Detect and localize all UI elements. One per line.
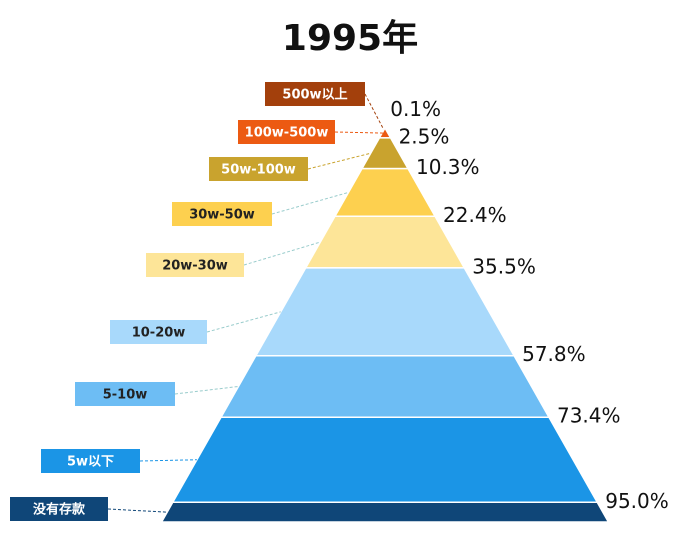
category-box <box>110 320 207 344</box>
value-label: 57.8% <box>522 342 586 366</box>
category-label: 5w以下 <box>67 455 114 470</box>
category-box <box>209 157 308 181</box>
value-label: 73.4% <box>557 404 621 428</box>
category-box <box>146 253 244 277</box>
category-label: 5-10w <box>103 388 148 403</box>
pyramid-band <box>304 215 466 269</box>
value-label: 10.3% <box>416 155 480 179</box>
connector <box>206 311 281 333</box>
value-label: 95.0% <box>605 489 669 513</box>
connector <box>334 131 386 134</box>
category-label: 30w-50w <box>189 208 255 223</box>
value-label: 35.5% <box>472 254 536 278</box>
category-label: 没有存款 <box>33 502 86 518</box>
category-label: 10-20w <box>132 326 186 341</box>
category-label: 500w以上 <box>282 88 347 103</box>
category-box <box>172 202 272 226</box>
category-box <box>75 382 175 406</box>
category-box <box>265 82 365 106</box>
category-box <box>41 449 140 473</box>
chart-title: 1995年 <box>282 18 418 59</box>
connector <box>307 152 371 170</box>
category-label: 20w-30w <box>162 259 228 274</box>
connector <box>364 93 386 133</box>
connector <box>139 459 197 462</box>
value-label: 22.4% <box>443 203 507 227</box>
connector <box>243 241 321 266</box>
value-label: 2.5% <box>399 124 450 148</box>
connector <box>174 385 239 395</box>
pyramid-band <box>254 267 516 357</box>
value-label: 0.1% <box>390 97 441 121</box>
pyramid-band <box>219 354 551 418</box>
category-box <box>10 497 108 521</box>
connector <box>271 191 349 215</box>
category-box <box>238 120 335 144</box>
category-label: 100w-500w <box>245 126 329 141</box>
connector <box>107 508 168 513</box>
pyramid-band <box>171 416 599 504</box>
category-label: 50w-100w <box>221 163 296 178</box>
pyramid-band <box>160 501 610 523</box>
